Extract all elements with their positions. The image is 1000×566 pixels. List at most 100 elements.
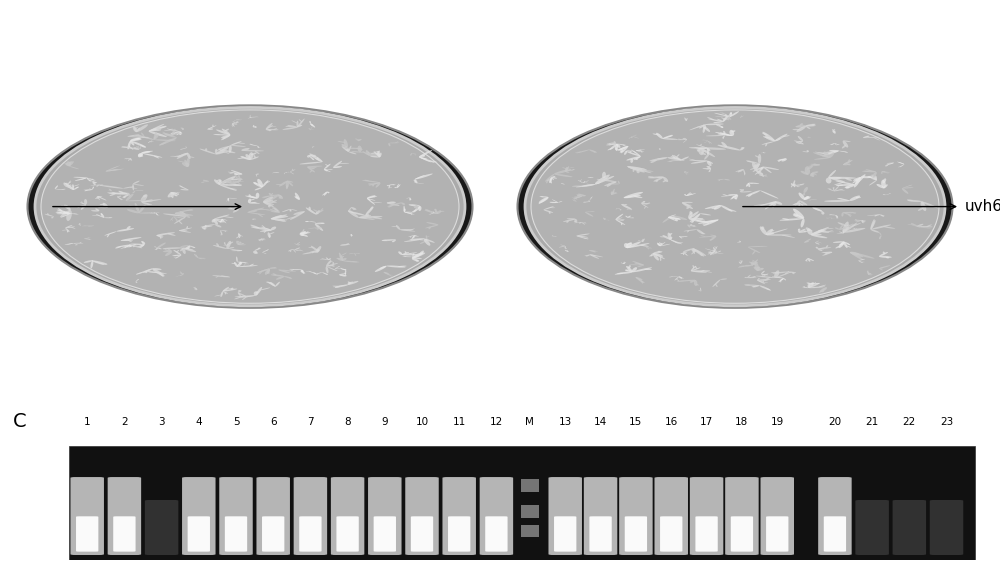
- Ellipse shape: [796, 126, 803, 127]
- Ellipse shape: [228, 208, 239, 209]
- Ellipse shape: [824, 200, 850, 202]
- Ellipse shape: [759, 175, 767, 176]
- Text: 23: 23: [940, 417, 953, 427]
- Ellipse shape: [719, 112, 725, 114]
- Ellipse shape: [700, 144, 702, 146]
- Ellipse shape: [411, 210, 416, 213]
- FancyBboxPatch shape: [405, 477, 439, 555]
- Ellipse shape: [367, 198, 370, 200]
- Ellipse shape: [133, 188, 137, 189]
- Ellipse shape: [807, 196, 811, 198]
- Ellipse shape: [807, 165, 820, 166]
- Ellipse shape: [65, 243, 74, 245]
- Ellipse shape: [759, 168, 762, 169]
- Ellipse shape: [809, 284, 814, 285]
- Ellipse shape: [653, 177, 664, 182]
- Text: 12: 12: [490, 417, 503, 427]
- Ellipse shape: [140, 144, 146, 148]
- Ellipse shape: [130, 158, 131, 160]
- Ellipse shape: [799, 200, 808, 205]
- Ellipse shape: [312, 251, 314, 254]
- Ellipse shape: [249, 202, 257, 203]
- Ellipse shape: [346, 243, 349, 245]
- Ellipse shape: [813, 164, 816, 165]
- Ellipse shape: [589, 149, 597, 153]
- Ellipse shape: [616, 220, 624, 221]
- Ellipse shape: [140, 145, 141, 149]
- Ellipse shape: [368, 153, 376, 154]
- Ellipse shape: [825, 152, 828, 154]
- Ellipse shape: [676, 154, 680, 157]
- Ellipse shape: [56, 213, 70, 215]
- Ellipse shape: [590, 198, 592, 199]
- Ellipse shape: [589, 250, 596, 252]
- Ellipse shape: [379, 153, 382, 157]
- Ellipse shape: [291, 269, 294, 271]
- Ellipse shape: [247, 211, 257, 212]
- Ellipse shape: [763, 280, 769, 281]
- Ellipse shape: [634, 196, 642, 198]
- Ellipse shape: [820, 288, 827, 292]
- Ellipse shape: [134, 127, 137, 132]
- Ellipse shape: [324, 169, 328, 171]
- Ellipse shape: [248, 152, 253, 160]
- Ellipse shape: [395, 187, 397, 188]
- Ellipse shape: [879, 256, 892, 258]
- Ellipse shape: [201, 181, 209, 182]
- Ellipse shape: [247, 208, 264, 212]
- Ellipse shape: [703, 125, 706, 129]
- Ellipse shape: [167, 139, 176, 140]
- Ellipse shape: [138, 153, 143, 157]
- Ellipse shape: [574, 196, 582, 197]
- Ellipse shape: [579, 222, 582, 224]
- Ellipse shape: [253, 182, 262, 187]
- Ellipse shape: [911, 225, 920, 228]
- Ellipse shape: [153, 134, 159, 140]
- Ellipse shape: [296, 242, 300, 245]
- Ellipse shape: [758, 167, 763, 174]
- Ellipse shape: [586, 182, 587, 183]
- Ellipse shape: [821, 212, 824, 215]
- Ellipse shape: [559, 246, 565, 247]
- Ellipse shape: [796, 142, 799, 143]
- Ellipse shape: [721, 126, 723, 128]
- Ellipse shape: [140, 245, 145, 248]
- Ellipse shape: [804, 241, 809, 243]
- Ellipse shape: [697, 220, 701, 222]
- Ellipse shape: [747, 276, 756, 278]
- Ellipse shape: [309, 153, 323, 162]
- Text: 4: 4: [195, 417, 202, 427]
- Ellipse shape: [653, 134, 659, 135]
- Ellipse shape: [575, 152, 582, 153]
- Ellipse shape: [875, 215, 877, 216]
- Ellipse shape: [222, 219, 226, 224]
- Ellipse shape: [352, 261, 359, 263]
- Ellipse shape: [126, 158, 131, 159]
- Ellipse shape: [172, 255, 176, 256]
- Ellipse shape: [163, 213, 186, 217]
- Ellipse shape: [879, 238, 881, 239]
- Ellipse shape: [763, 152, 764, 153]
- Ellipse shape: [127, 134, 140, 136]
- Ellipse shape: [907, 200, 922, 202]
- Ellipse shape: [402, 256, 412, 257]
- Ellipse shape: [228, 198, 237, 199]
- Ellipse shape: [229, 145, 232, 153]
- Ellipse shape: [663, 180, 666, 182]
- Ellipse shape: [193, 288, 197, 289]
- Ellipse shape: [761, 274, 765, 277]
- Ellipse shape: [165, 251, 172, 256]
- Ellipse shape: [255, 252, 258, 254]
- Ellipse shape: [758, 201, 776, 207]
- Ellipse shape: [366, 150, 370, 156]
- Ellipse shape: [313, 272, 317, 275]
- Ellipse shape: [699, 125, 705, 128]
- Ellipse shape: [434, 209, 438, 214]
- Ellipse shape: [755, 155, 760, 158]
- Ellipse shape: [392, 239, 396, 242]
- Ellipse shape: [569, 170, 573, 171]
- Ellipse shape: [215, 149, 217, 155]
- Ellipse shape: [372, 202, 382, 203]
- Ellipse shape: [414, 205, 417, 207]
- Ellipse shape: [763, 167, 772, 173]
